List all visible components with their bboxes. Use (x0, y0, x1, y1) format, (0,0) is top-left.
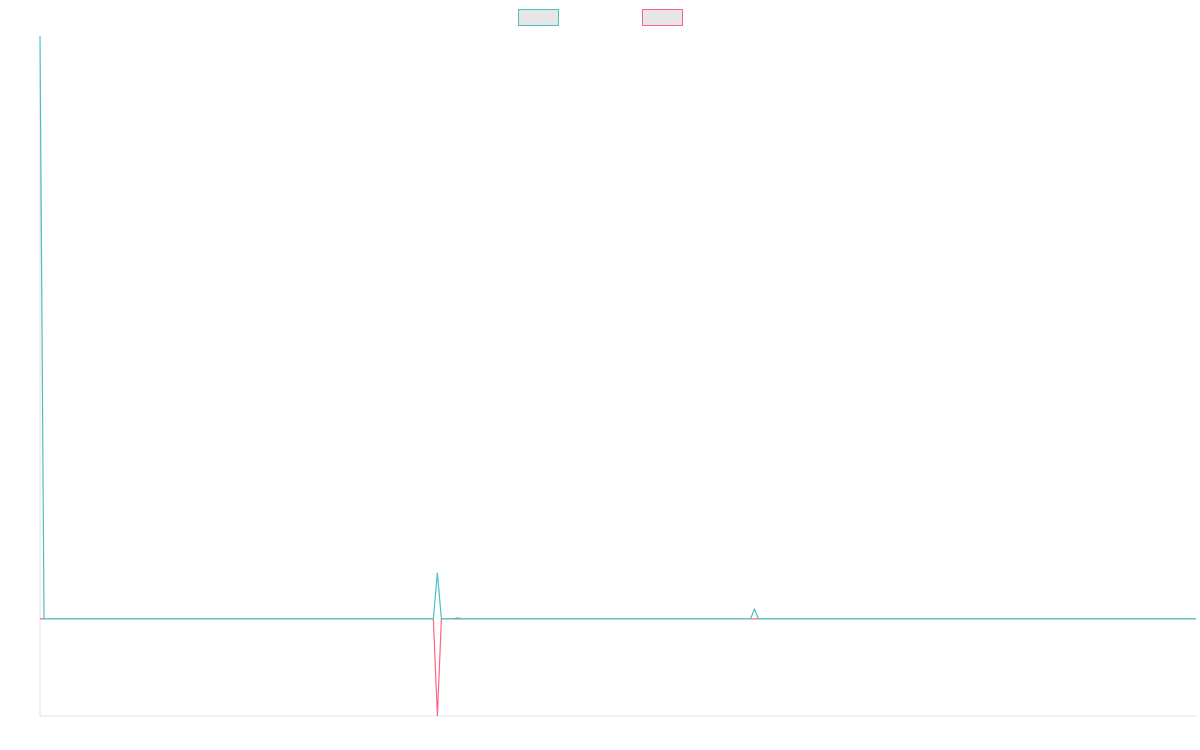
series-line-1 (39, 35, 1196, 620)
series-lines (39, 35, 1196, 717)
series-line-2 (40, 618, 1196, 717)
legend-swatch-series-1[interactable] (518, 9, 559, 26)
legend (518, 9, 683, 26)
legend-swatch-series-2[interactable] (642, 9, 683, 26)
axes (39, 36, 1196, 717)
